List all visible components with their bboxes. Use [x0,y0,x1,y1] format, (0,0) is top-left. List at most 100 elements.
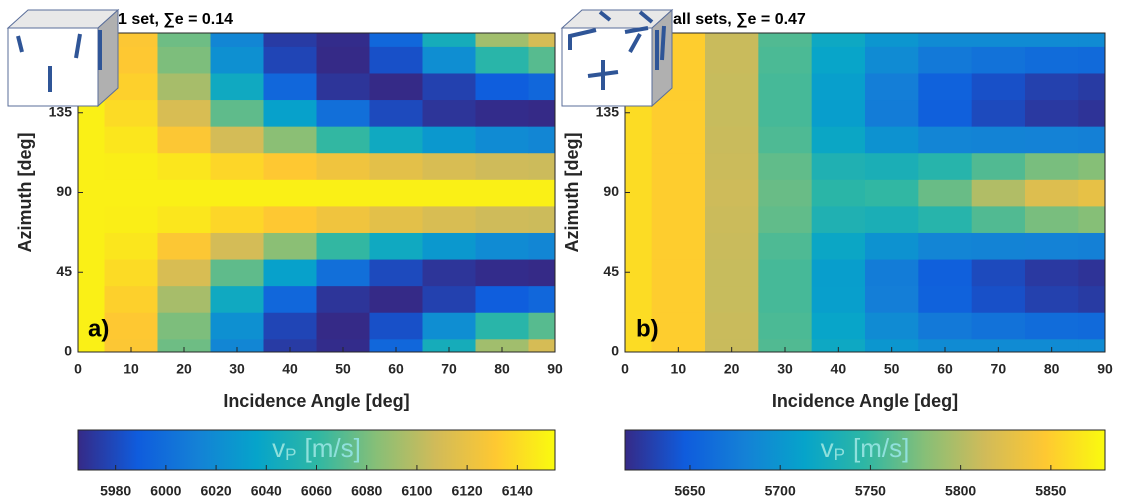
heatmap-cell [811,205,866,233]
cube-icon-a [6,8,120,108]
heatmap-cell [651,338,706,352]
heatmap-cell [811,99,866,127]
heatmap-cell [475,258,530,287]
x-tick-label: 30 [229,361,245,377]
heatmap-cell [316,152,371,180]
heatmap-cell [369,99,424,127]
heatmap-cell [104,285,159,313]
heatmap-cell [918,285,973,313]
heatmap-cell [263,232,318,260]
x-tick-label: 70 [991,361,1007,377]
panel-label: b) [636,315,659,342]
heatmap-cell [918,72,973,101]
colorbar-tick-label: 5650 [674,483,705,499]
heatmap-cell [528,99,555,127]
colorbar-tick-label: 6100 [401,483,432,499]
heatmap-cell [78,232,106,260]
heatmap-cell [157,312,212,340]
heatmap-cell [1025,33,1079,47]
heatmap-cell [811,338,866,352]
heatmap-cell [971,152,1026,180]
heatmap-cell [918,33,973,47]
heatmap-cell [528,33,555,47]
colorbar [77,429,556,471]
heatmap-cell [528,72,555,101]
heatmap-cell [971,232,1026,260]
heatmap-cell [865,258,919,287]
heatmap-cell [157,152,212,180]
heatmap-cell [210,258,265,287]
heatmap-cell [1078,179,1105,207]
heatmap-cell [971,99,1026,127]
heatmap-cell [625,312,653,340]
heatmap-cell [78,338,106,352]
heatmap-cell [528,285,555,313]
heatmap-cell [263,258,318,287]
heatmap-cell [422,99,477,127]
heatmap-cell [971,179,1026,207]
heatmap-cell [369,232,424,260]
heatmap-cell [971,258,1026,287]
heatmap-cell [157,33,212,47]
x-tick-label: 20 [176,361,192,377]
heatmap-cell [705,33,759,47]
heatmap-cell [422,232,477,260]
heatmap-cell [475,179,530,207]
heatmap-cell [1025,46,1079,74]
colorbar-tick-label: 5800 [945,483,976,499]
heatmap-cell [316,232,371,260]
heatmap-cell [157,258,212,287]
heatmap-cell [475,232,530,260]
x-tick-label: 80 [1044,361,1060,377]
colorbar-label-unit: [m/s] [853,433,909,463]
colorbar-label-symbol: v [821,433,834,463]
heatmap-cell [918,99,973,127]
heatmap-cell [78,312,106,340]
heatmap-cell [1025,258,1079,287]
heatmap-cell [263,33,318,47]
heatmap-cell [263,205,318,233]
heatmap-cell [104,179,159,207]
heatmap-cell [422,312,477,340]
heatmap-cell [971,126,1026,154]
heatmap-cell [918,312,973,340]
heatmap-cell [971,46,1026,74]
heatmap-cell [1025,285,1079,313]
colorbar-label-unit: [m/s] [305,433,361,463]
heatmap-cell [971,312,1026,340]
colorbar-label-subscript: P [285,445,296,464]
heatmap-cell [1025,99,1079,127]
heatmap-cell [1078,126,1105,154]
heatmap-cell [865,179,919,207]
heatmap-cell [104,205,159,233]
heatmap-cell [918,205,973,233]
heatmap-cell [1078,232,1105,260]
heatmap-cell [157,126,212,154]
heatmap-cell [157,232,212,260]
heatmap-cell [369,179,424,207]
x-tick-label: 50 [335,361,351,377]
heatmap-cell [316,258,371,287]
heatmap-cell [157,179,212,207]
heatmap-cell [104,312,159,340]
heatmap-cell [78,126,106,154]
heatmap-cell [705,338,759,352]
y-tick-label: 0 [611,343,619,359]
heatmap-cell [1025,72,1079,101]
heatmap-cell [210,126,265,154]
colorbar-label-subscript: P [834,445,845,464]
heatmap-cell [104,338,159,352]
heatmap-cell [811,179,866,207]
x-tick-label: 80 [494,361,510,377]
heatmap-cell [1078,33,1105,47]
heatmap-cell [705,258,759,287]
x-tick-label: 70 [441,361,457,377]
heatmap-cell [475,338,530,352]
heatmap-cell [157,46,212,74]
heatmap-cell [758,312,813,340]
heatmap-cell [811,285,866,313]
heatmap-cell [157,72,212,101]
colorbar-tick-label: 6020 [201,483,232,499]
heatmap-cell [263,72,318,101]
heatmap-cell [263,46,318,74]
